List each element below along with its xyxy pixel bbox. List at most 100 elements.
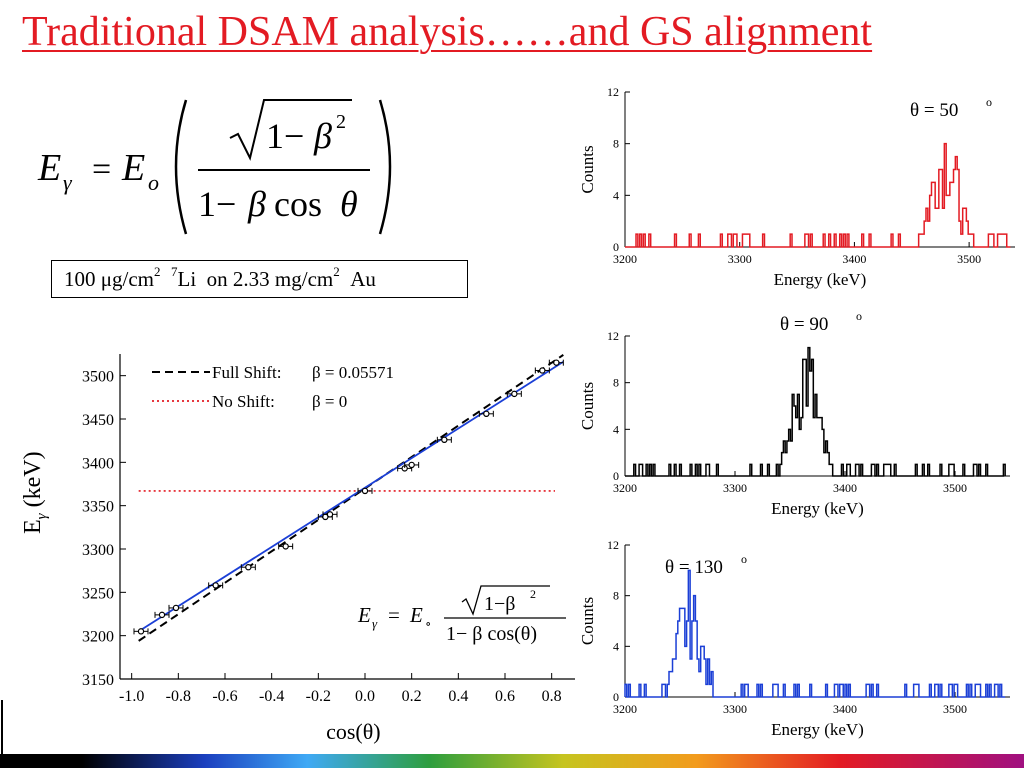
denominator-beta: β <box>247 184 266 224</box>
x-tick-label: 0.6 <box>495 688 515 705</box>
legend-no-shift-label: No Shift: <box>212 392 275 411</box>
doppler-formula: E γ = E o 1− β 2 1− β cos θ <box>37 99 392 235</box>
energy-vs-cos-plot: 3150 3200 3250 3300 3350 3400 3450 3500 -1.0 -0.8… <box>1 354 575 754</box>
theta-annotation: θ = 90 <box>780 314 828 335</box>
data-point <box>137 628 145 635</box>
inset-lhs-sub: γ <box>372 616 378 631</box>
y-tick-label: 12 <box>607 329 619 343</box>
target-thickness: 100 μg/cm <box>64 267 154 291</box>
y-tick-label: 3300 <box>82 542 114 559</box>
data-point <box>158 611 166 619</box>
y-tick-label: 0 <box>613 240 619 254</box>
y-tick-label: 3150 <box>82 672 114 689</box>
spectrum-trace <box>624 569 1006 698</box>
numerator-exponent: 2 <box>336 111 346 133</box>
data-point <box>408 461 415 469</box>
y-axis-label: Counts <box>580 597 597 645</box>
data-point <box>282 543 289 550</box>
inset-numerator: 1−β <box>484 593 515 615</box>
x-tick-label: 3500 <box>943 481 967 495</box>
y-axis-label-unit: (keV) <box>20 451 46 513</box>
theta-annotation: θ = 130 <box>665 557 723 578</box>
x-tick-label: -1.0 <box>119 688 144 705</box>
y-tick-label: 3250 <box>82 585 114 602</box>
left-paren <box>174 99 188 235</box>
theta-degree: o <box>856 310 862 323</box>
bottom-color-bar <box>0 754 1024 768</box>
y-tick-label: 8 <box>613 137 619 151</box>
y-axis-label-main: E <box>20 519 46 534</box>
x-tick-label: 3500 <box>957 252 981 266</box>
x-tick-label: 3300 <box>723 702 747 716</box>
x-tick-label: 3300 <box>728 252 752 266</box>
x-axis-label: Energy (keV) <box>771 720 864 739</box>
x-axis-label: Energy (keV) <box>771 499 864 518</box>
spectrum-theta-90: 0 4 8 12 3200 3300 3400 3500 Energy (keV) Counts θ… <box>578 310 1010 518</box>
x-tick-label: -0.6 <box>212 688 237 705</box>
formula-lhs-sub: γ <box>63 170 73 195</box>
inset-rhs-sub: ∘ <box>425 616 431 631</box>
y-tick-label: 0 <box>613 690 619 704</box>
x-tick-label: -0.4 <box>259 688 284 705</box>
theta-degree: o <box>986 95 992 109</box>
numerator-beta: β <box>313 116 332 156</box>
y-axis-label: Eγ (keV) <box>20 451 50 534</box>
spectrum-trace <box>625 142 1011 248</box>
legend-full-shift-label: Full Shift: <box>212 363 281 382</box>
data-point <box>441 436 448 444</box>
x-tick-label: -0.2 <box>306 688 331 705</box>
legend-full-shift-value: β = 0.05571 <box>312 363 394 382</box>
denominator-one-minus: 1− <box>198 184 236 224</box>
y-tick-label: 3400 <box>82 455 114 472</box>
x-tick-label: 3400 <box>833 481 857 495</box>
denominator-theta: θ <box>340 184 358 224</box>
sqrt-sign <box>229 99 352 161</box>
target-isotope-mass: 7 <box>171 264 178 279</box>
target-backing: Au <box>350 267 376 291</box>
target-exp2: 2 <box>333 264 340 279</box>
inset-sqrt <box>461 585 550 616</box>
formula-rhs-sub: o <box>148 170 159 195</box>
x-tick-label: 3200 <box>613 702 637 716</box>
formula-equals: = <box>92 151 111 188</box>
inset-equals: = <box>388 603 400 627</box>
spectrum-theta-50: 0 4 8 12 3200 3300 3400 3500 Energy (keV) Counts θ… <box>578 85 1015 289</box>
theta-annotation: θ = 50 <box>910 100 958 121</box>
denominator-cos: cos <box>274 184 322 224</box>
x-tick-label: 3200 <box>613 481 637 495</box>
y-tick-label: 3500 <box>82 369 114 386</box>
inset-rhs: E <box>409 603 423 627</box>
data-point <box>511 390 518 398</box>
data-point <box>326 511 334 518</box>
target-description: 100 μg/cm2 7Li on 2.33 mg/cm2 Au <box>51 260 468 298</box>
data-point <box>172 604 180 612</box>
target-element: Li <box>177 267 197 291</box>
y-axis-label-sub: γ <box>34 512 50 519</box>
y-tick-label: 4 <box>613 188 619 202</box>
x-tick-label: 3300 <box>723 481 747 495</box>
y-tick-label: 8 <box>613 376 619 390</box>
data-point <box>483 410 490 418</box>
legend-no-shift-value: β = 0 <box>312 392 347 411</box>
slide-title: Traditional DSAM analysis……and GS alignm… <box>22 9 873 55</box>
target-backing-text: on 2.33 mg/cm <box>206 267 334 291</box>
fit-line <box>138 361 564 633</box>
right-paren <box>378 99 392 235</box>
x-tick-label: 3400 <box>842 252 866 266</box>
y-tick-label: 0 <box>613 469 619 483</box>
x-tick-label: 3500 <box>943 702 967 716</box>
y-tick-label: 3450 <box>82 412 114 429</box>
x-tick-label: -0.8 <box>166 688 191 705</box>
inset-lhs: E <box>357 603 371 627</box>
x-axis-label: Energy (keV) <box>774 270 867 289</box>
data-point <box>553 359 560 366</box>
x-tick-label: 0.2 <box>402 688 422 705</box>
spectrum-theta-130: 0 4 8 12 3200 3300 3400 3500 Energy (keV) Counts θ… <box>580 538 1010 739</box>
y-tick-label: 12 <box>607 85 619 99</box>
x-tick-label: 0.0 <box>355 688 375 705</box>
full-shift-line <box>138 354 564 642</box>
inset-num-exponent: 2 <box>530 587 536 601</box>
y-tick-label: 12 <box>607 538 619 552</box>
x-tick-label: 0.4 <box>448 688 468 705</box>
x-tick-label: 0.8 <box>542 688 562 705</box>
